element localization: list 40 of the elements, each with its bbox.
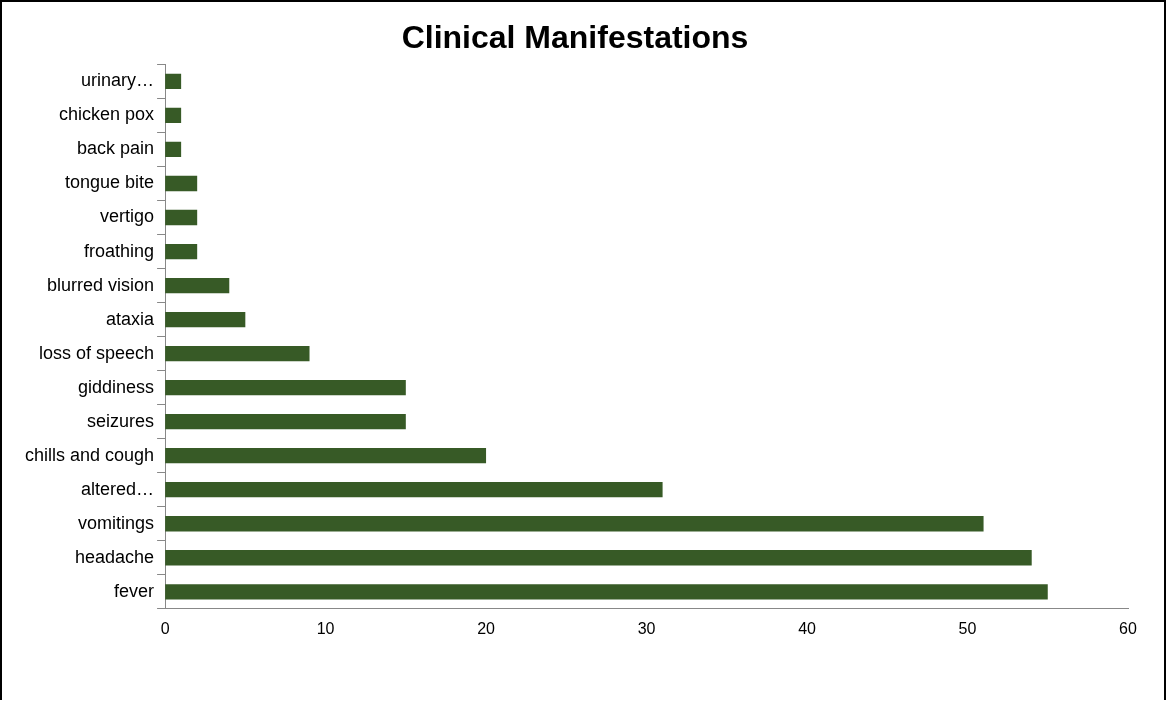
chart-title: Clinical Manifestations bbox=[401, 19, 749, 56]
y-tick-label: froathing bbox=[84, 240, 155, 261]
y-tick-label: urinary… bbox=[81, 70, 155, 91]
y-tick-label: vertigo bbox=[100, 206, 155, 227]
y-tick-label: seizures bbox=[87, 410, 155, 431]
bar bbox=[165, 550, 1032, 566]
bar bbox=[165, 516, 984, 532]
y-tick-label: giddiness bbox=[78, 376, 155, 397]
bar bbox=[165, 175, 198, 192]
y-tick-label: chicken pox bbox=[59, 104, 155, 125]
bar bbox=[165, 243, 198, 260]
bar bbox=[165, 209, 198, 226]
bar bbox=[165, 448, 487, 464]
bar bbox=[165, 73, 182, 90]
x-tick-label: 40 bbox=[798, 619, 817, 637]
y-tick-label: fever bbox=[114, 580, 155, 601]
y-tick-label: blurred vision bbox=[47, 274, 155, 295]
bar bbox=[165, 584, 1048, 600]
bar bbox=[165, 379, 406, 396]
y-tick-label: ataxia bbox=[106, 308, 156, 329]
y-tick-label: back pain bbox=[77, 138, 155, 159]
y-tick-label: vomitings bbox=[78, 512, 155, 533]
x-tick-label: 0 bbox=[160, 619, 170, 637]
bar bbox=[165, 482, 663, 498]
bar bbox=[165, 311, 246, 328]
bar bbox=[165, 345, 310, 362]
bar bbox=[165, 277, 230, 294]
y-tick-label: chills and cough bbox=[24, 444, 155, 465]
y-tick-label: tongue bite bbox=[65, 172, 155, 193]
bar bbox=[165, 141, 182, 158]
bar bbox=[165, 414, 406, 430]
x-tick-label: 20 bbox=[477, 619, 496, 637]
bar bbox=[165, 107, 182, 124]
y-tick-label: altered… bbox=[81, 478, 155, 499]
x-tick-label: 60 bbox=[1119, 619, 1137, 637]
x-tick-label: 50 bbox=[958, 619, 977, 637]
x-tick-label: 10 bbox=[316, 619, 335, 637]
y-tick-label: headache bbox=[75, 546, 155, 567]
y-tick-label: loss of speech bbox=[39, 342, 155, 363]
x-tick-label: 30 bbox=[637, 619, 656, 637]
